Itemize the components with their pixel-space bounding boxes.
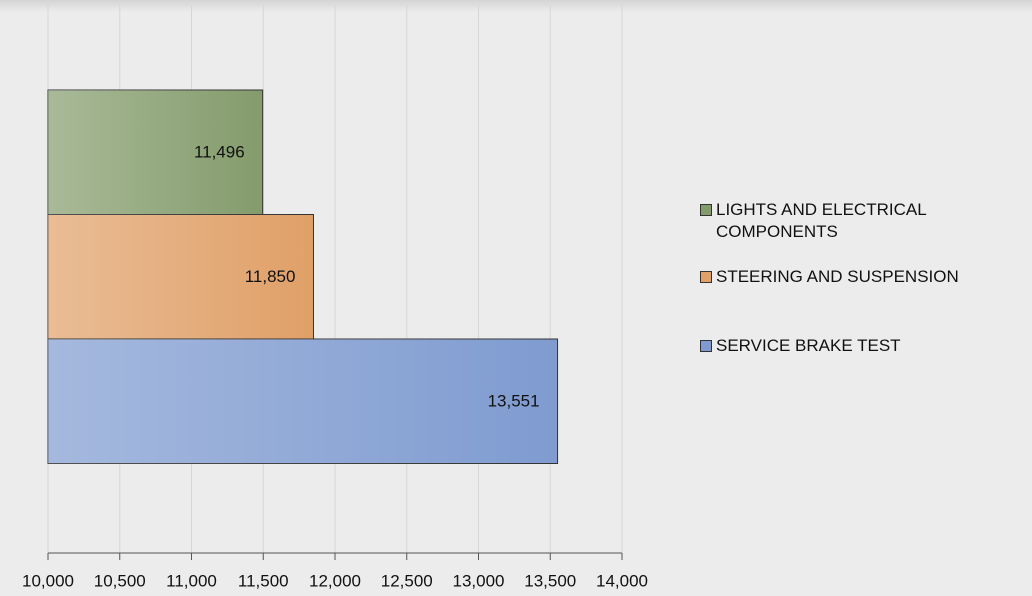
legend-swatch: [700, 340, 712, 352]
legend-label: STEERING AND SUSPENSION: [716, 267, 959, 286]
data-label: 11,850: [245, 267, 296, 286]
data-label: 13,551: [488, 392, 540, 411]
x-tick-label: 13,500: [524, 571, 576, 590]
legend-swatch: [700, 271, 712, 283]
x-tick-label: 12,000: [309, 571, 361, 590]
x-tick-label: 12,500: [381, 571, 433, 590]
x-tick-label: 10,500: [94, 571, 146, 590]
x-tick-label: 11,500: [238, 571, 289, 590]
legend-item: STEERING AND SUSPENSION: [700, 266, 1021, 288]
x-tick-label: 13,000: [453, 571, 505, 590]
legend-label: LIGHTS AND ELECTRICAL COMPONENTS: [716, 200, 927, 241]
legend-item: LIGHTS AND ELECTRICAL COMPONENTS: [700, 199, 1021, 243]
legend-item: SERVICE BRAKE TEST: [700, 335, 1021, 357]
legend-swatch: [700, 204, 712, 216]
x-tick-label: 14,000: [596, 571, 648, 590]
x-tick-label: 11,000: [166, 571, 217, 590]
legend-label: SERVICE BRAKE TEST: [716, 336, 901, 355]
bar: [47, 338, 559, 464]
data-label: 11,496: [194, 143, 245, 162]
top-shadow: [0, 0, 1032, 12]
x-tick-label: 10,000: [22, 571, 74, 590]
